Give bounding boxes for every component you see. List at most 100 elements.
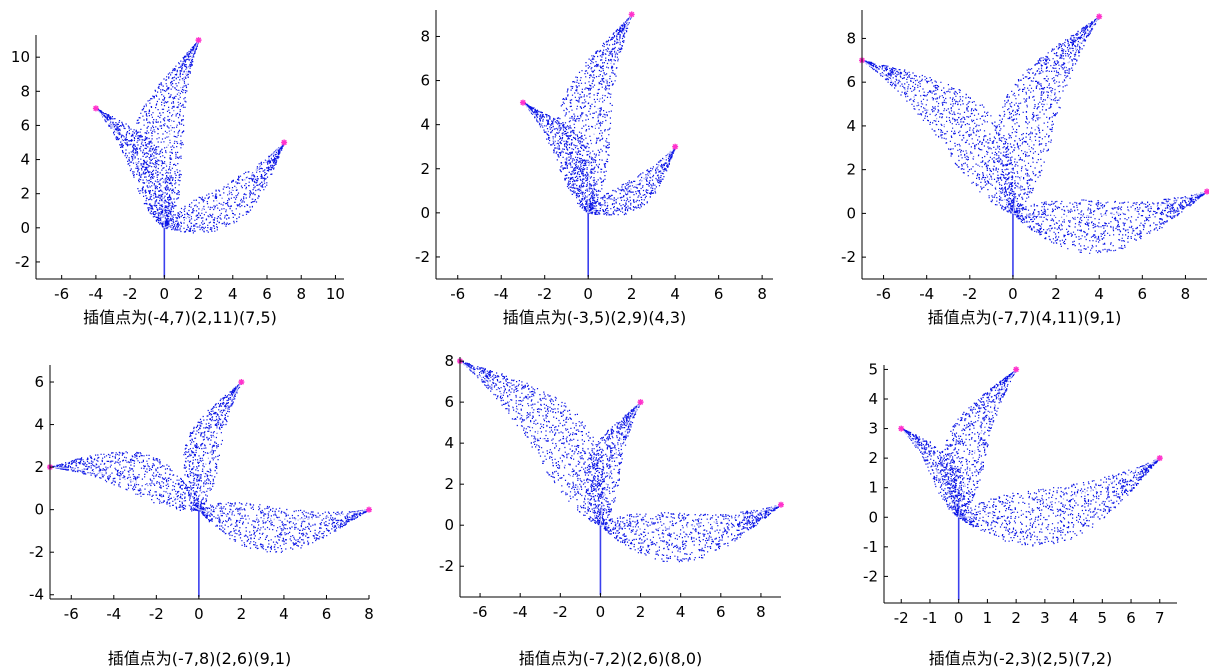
fern-leaf [943,369,1018,518]
fern-vein [599,401,642,526]
y-tick-label: -2 [29,543,44,561]
fern-leaf [958,457,1161,547]
interpolation-point-marker [1013,366,1020,373]
y-tick-label: 0 [420,204,430,222]
fern-leaf [993,16,1100,214]
x-tick-label: -2 [149,605,164,623]
fern-leaf [460,360,606,526]
y-tick-label: 0 [444,516,454,534]
x-tick-label: 8 [756,603,766,621]
fern-plot-1: -6 -4 -2 0 2 4 6 8 10 -2 0 2 4 6 8 10 插值点为(-4,7)(2,11)(7… [11,35,345,327]
x-tick-label: 2 [237,605,247,623]
x-tick-label: 0 [1008,285,1018,303]
x-tick-label: 7 [1155,609,1165,627]
x-tick-label: -4 [88,285,103,303]
x-tick-label: 0 [596,603,606,621]
fern-cloud [861,16,1209,277]
fern-vein [958,457,1161,518]
fern-vein [198,509,370,521]
interpolation-point-marker [637,399,644,406]
fern-leaf [50,451,200,512]
plot-caption: 插值点为(-4,7)(2,11)(7,5) [83,308,277,327]
fern-cloud [522,13,677,277]
x-tick-label: 6 [1126,609,1136,627]
fern-leaf [183,381,243,511]
fern-plot-3: -6 -4 -2 0 2 4 6 8 -2 0 2 4 6 8 插值点为(-7,7)(4,11)(9,1) [841,10,1209,327]
plot-caption: 插值点为(-3,5)(2,9)(4,3) [503,308,687,327]
x-tick-label: 10 [326,285,345,303]
x-tick-label: 2 [636,603,646,621]
x-tick-label: -6 [473,603,488,621]
x-tick-label: 5 [1098,609,1108,627]
x-tick-label: -2 [123,285,138,303]
y-tick-label: 0 [34,501,44,519]
x-tick-label: 6 [714,285,724,303]
x-tick-label: 0 [160,285,170,303]
plot-caption: 插值点为(-7,2)(2,6)(8,0) [519,649,703,668]
fern-cloud [95,39,286,278]
interpolation-point-marker [1204,188,1209,195]
y-tick-label: 1 [868,479,878,497]
x-tick-label: -1 [922,609,937,627]
y-tick-label: 3 [868,420,878,438]
interpolation-point-marker [898,425,905,432]
x-tick-label: 4 [1094,285,1104,303]
fern-leaf [862,59,1017,214]
x-tick-label: 0 [954,609,964,627]
y-tick-label: -2 [863,567,878,585]
y-tick-label: 4 [34,416,44,434]
x-tick-label: 4 [1069,609,1079,627]
fern-vein [522,102,589,214]
y-tick-label: 8 [444,352,454,370]
fern-vein [600,504,782,529]
x-tick-label: 0 [194,605,204,623]
fern-leaf [588,146,677,216]
y-tick-label: 0 [868,508,878,526]
interpolation-point-marker [1096,13,1103,20]
x-tick-label: -4 [494,285,509,303]
x-tick-label: 2 [1051,285,1061,303]
y-tick-label: 4 [420,116,430,134]
interpolation-point-marker [238,379,245,386]
x-tick-label: -2 [894,609,909,627]
x-tick-label: -4 [513,603,528,621]
x-tick-label: 8 [757,285,767,303]
y-tick-label: 4 [846,117,856,135]
fern-leaf [556,13,633,214]
y-tick-label: -1 [863,538,878,556]
fern-vein [861,59,1014,214]
fern-vein [459,360,602,526]
y-tick-label: 8 [420,27,430,45]
y-tick-label: 2 [20,185,30,203]
interpolation-point-marker [519,99,526,106]
y-tick-label: 4 [20,151,30,169]
y-tick-label: 8 [20,82,30,100]
y-tick-label: 2 [444,475,454,493]
fern-vein [958,369,1017,518]
x-tick-label: 4 [670,285,680,303]
y-tick-label: 4 [444,434,454,452]
interpolation-point-marker [92,105,99,112]
fern-plot-4: -6 -4 -2 0 2 4 6 8 -4 -2 0 2 4 6 插值点为(-7,8)(2,6)(9,1) [29,365,374,668]
y-tick-label: 5 [868,360,878,378]
y-tick-label: 6 [20,116,30,134]
x-tick-label: 6 [322,605,332,623]
x-tick-label: -6 [64,605,79,623]
fern-leaf [901,428,965,518]
x-tick-label: -2 [962,285,977,303]
x-tick-label: 2 [627,285,637,303]
x-tick-label: 3 [1040,609,1050,627]
y-tick-label: 2 [34,458,44,476]
y-tick-label: 8 [846,29,856,47]
fern-plot-2: -6 -4 -2 0 2 4 6 8 -2 0 2 4 6 8 插值点为(-3,5)(2,9)(4,3) [415,10,773,327]
fern-vein [1012,16,1100,214]
fern-vein [1012,190,1208,218]
interpolation-point-marker [366,506,372,513]
fern-vein [163,39,200,228]
fern-vein [198,381,242,510]
x-tick-label: 0 [583,285,593,303]
x-tick-label: 6 [1138,285,1148,303]
interpolation-point-marker [281,139,288,146]
y-tick-label: -2 [439,557,454,575]
x-tick-label: 8 [1181,285,1191,303]
